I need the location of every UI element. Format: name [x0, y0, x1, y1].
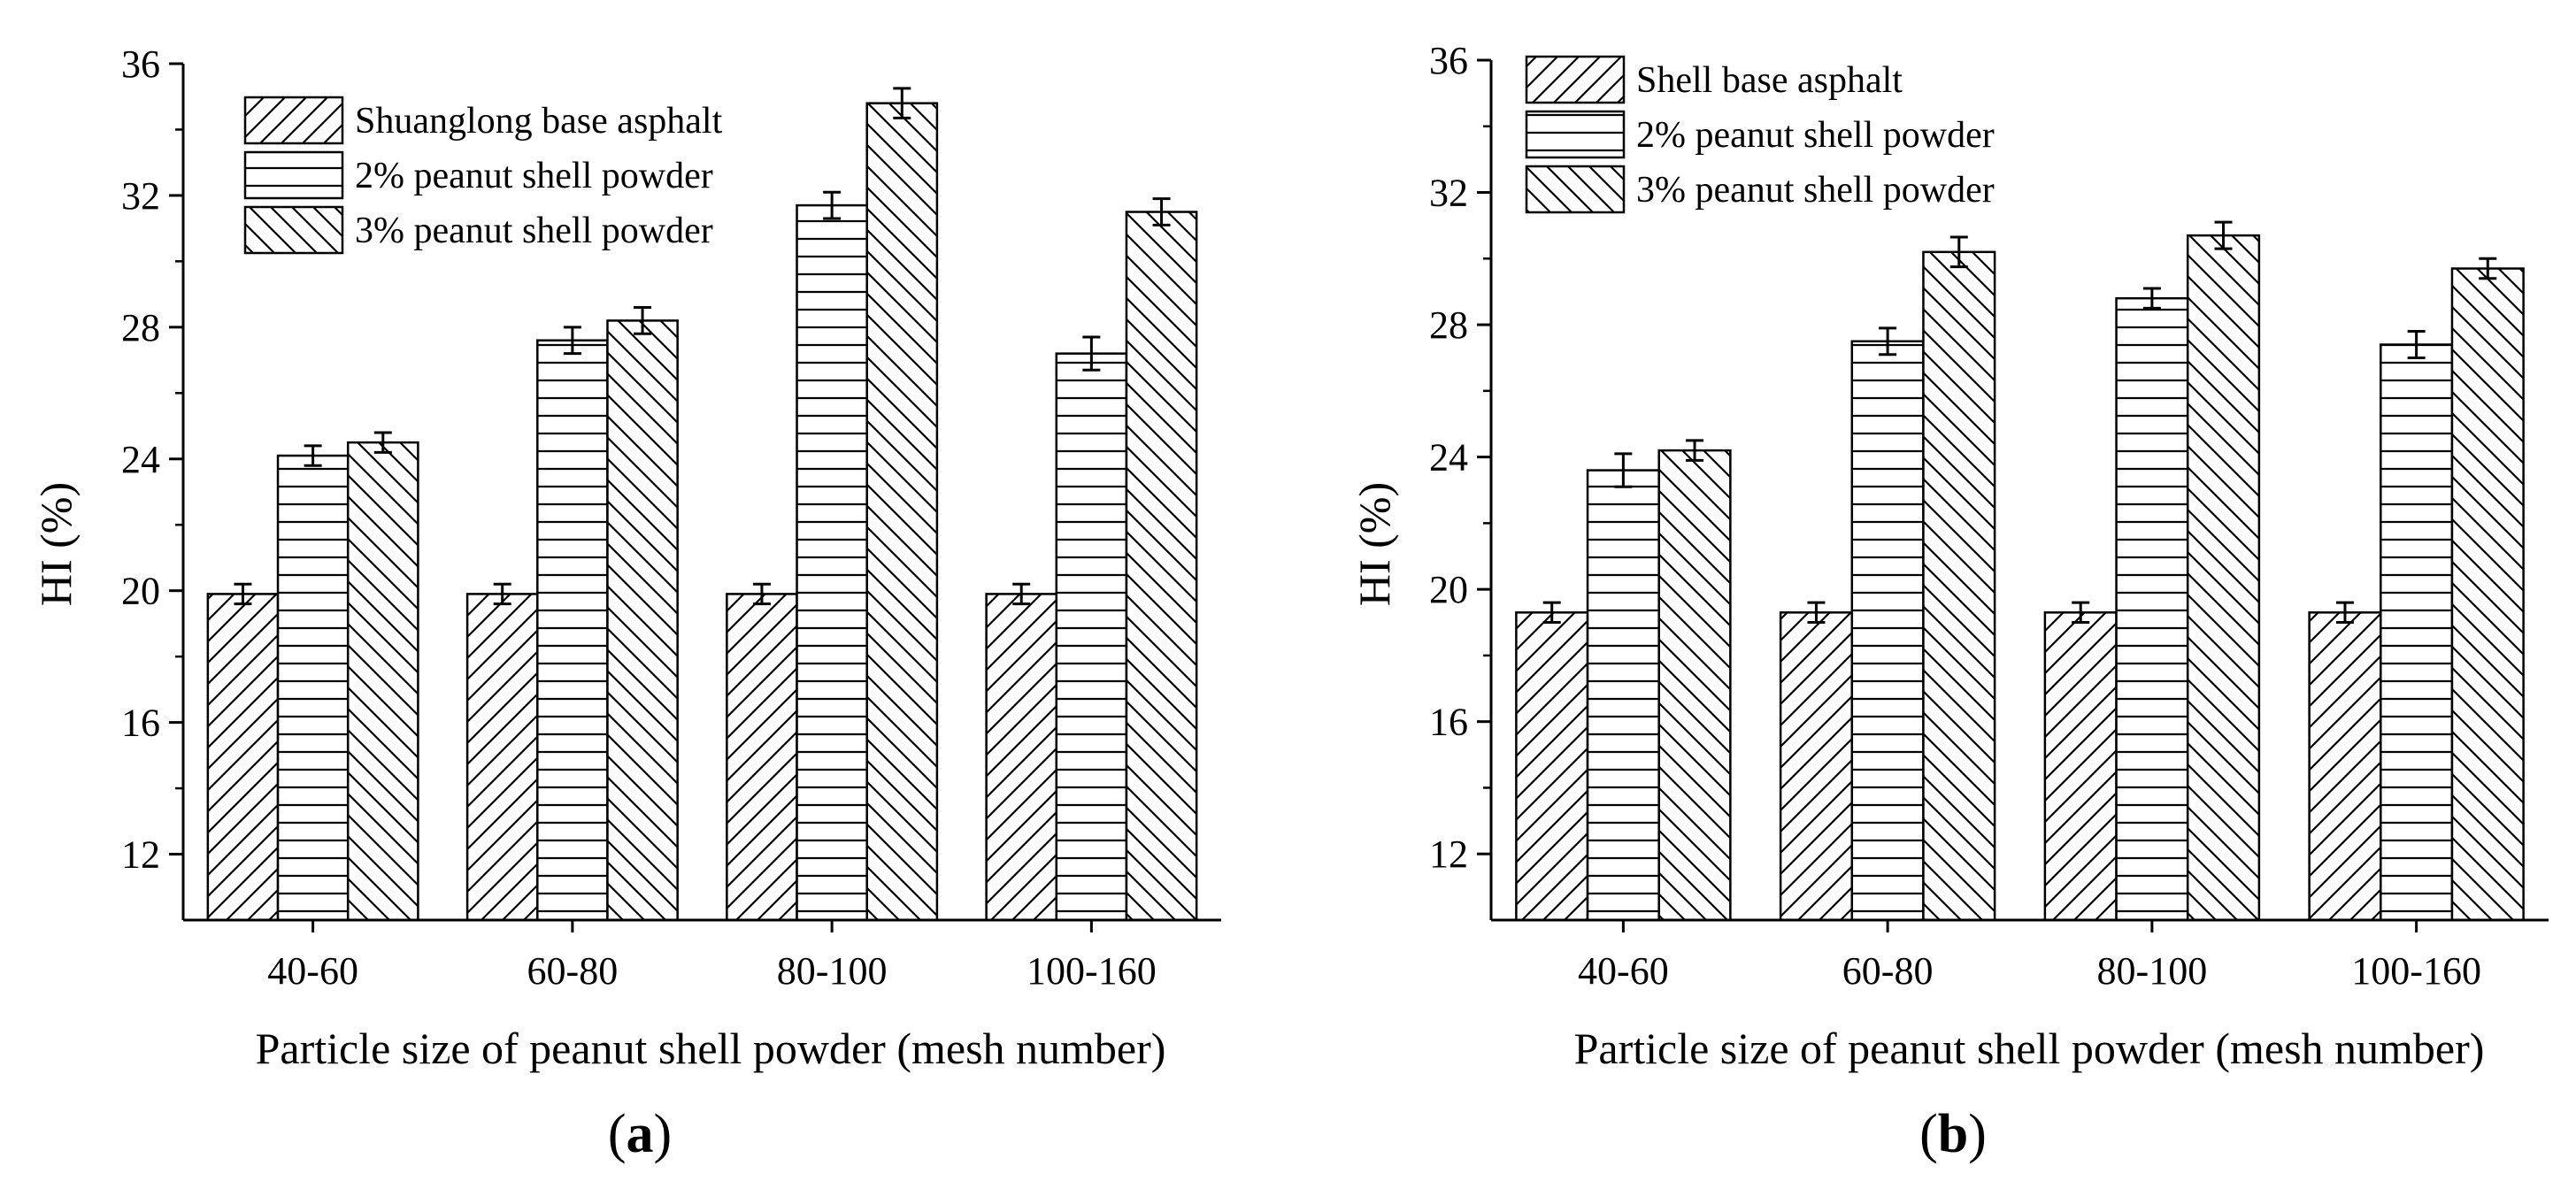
chart-b-bar-s3-80-100: [2186, 234, 2261, 922]
chart-b-y-tick-label-12: 12: [1429, 832, 1468, 876]
chart-b-y-tick-label-28: 28: [1429, 303, 1468, 347]
chart-b-y-axis-title: HI (%): [1350, 482, 1399, 606]
chart-b-bar-s3-40-60: [1657, 449, 1732, 922]
chart-a-bar-s1-60-80: [465, 593, 539, 922]
chart-a-bar-s3-60-80: [606, 319, 679, 922]
panel-a-label-close: ): [654, 1104, 673, 1164]
chart-a-legend-swatch-2: [243, 150, 344, 200]
chart-b-bar-s2-60-80: [1850, 340, 1925, 922]
chart-a-y-tick-label-12: 12: [121, 833, 160, 877]
chart-a-bar-s2-80-100: [796, 203, 868, 922]
panel-b-label-close: ): [1968, 1104, 1987, 1164]
chart-a-y-tick-label-32: 32: [121, 174, 160, 218]
chart-a-y-tick-label-20: 20: [121, 570, 160, 613]
chart-b-bar-s1-40-60: [1515, 611, 1589, 922]
chart-a-y-tick-label-16: 16: [121, 702, 160, 745]
chart-b-legend-swatch-1: [1525, 55, 1626, 104]
chart-a-bar-s1-40-60: [206, 593, 280, 922]
chart-b-y-tick-label-20: 20: [1429, 568, 1468, 611]
chart-b-bar-s2-40-60: [1586, 469, 1660, 922]
chart-a-bar-s1-80-100: [726, 593, 798, 922]
chart-a-x-tick-label-80-100: 80-100: [777, 949, 888, 993]
chart-a-bar-s2-60-80: [536, 339, 609, 922]
chart-b-legend-label-3: 3% peanut shell powder: [1636, 170, 1995, 211]
chart-a-y-tick-label-36: 36: [121, 42, 160, 86]
chart-b-bar-s2-100-160: [2380, 343, 2454, 922]
chart-b-y-tick-label-32: 32: [1429, 172, 1468, 215]
chart-b-x-tick-label-60-80: 60-80: [1842, 949, 1934, 993]
chart-a-legend-label-2: 2% peanut shell powder: [355, 156, 713, 196]
chart-a-bar-s3-40-60: [346, 441, 419, 922]
chart-a-plot: 40-60 60-80 80-100 100-160 12 16 20 24 28 32 36: [121, 42, 1221, 993]
chart-b-x-axis-title: Particle size of peanut shell powder (me…: [1574, 1024, 2485, 1073]
chart-a-x-axis-title: Particle size of peanut shell powder (me…: [256, 1024, 1166, 1073]
chart-a-bar-s3-80-100: [865, 102, 939, 922]
chart-a-bar-s3-100-160: [1125, 211, 1198, 922]
chart-a-x-tick-label-60-80: 60-80: [527, 949, 619, 993]
chart-a-bar-s2-100-160: [1055, 352, 1128, 922]
panel-b-label-letter: b: [1938, 1104, 1968, 1164]
chart-b-x-tick-label-40-60: 40-60: [1578, 949, 1669, 993]
chart-b-bar-s1-80-100: [2043, 611, 2118, 922]
chart-b-bar-s2-80-100: [2115, 296, 2189, 922]
chart-a-legend-label-3: 3% peanut shell powder: [355, 211, 713, 251]
panel-a-label: (a): [608, 1104, 672, 1164]
chart-b-legend: Shell base asphalt 2% peanut shell powder…: [1525, 55, 1995, 214]
chart-a-x-tick-label-40-60: 40-60: [267, 949, 358, 993]
chart-b-bar-s3-100-160: [2450, 267, 2525, 922]
chart-a-legend: Shuanglong base asphalt 2% peanut shell p…: [243, 96, 723, 255]
chart-panel-b: 40-60 60-80 80-100 100-160 12 16 20 24 28 32 36 HI…: [1350, 39, 2549, 1164]
chart-a-y-axis-title: HI (%): [31, 482, 81, 606]
panel-b-label: (b): [1919, 1104, 1987, 1164]
chart-a-y-tick-label-24: 24: [121, 438, 160, 481]
chart-a-x-tick-label-100-160: 100-160: [1027, 949, 1157, 993]
chart-b-legend-label-1: Shell base asphalt: [1636, 60, 1903, 101]
panel-b-label-open: (: [1919, 1104, 1938, 1164]
panel-a-label-open: (: [608, 1104, 627, 1164]
chart-b-legend-swatch-3: [1525, 165, 1626, 214]
chart-b-bar-s1-100-160: [2308, 611, 2382, 922]
chart-b-legend-label-2: 2% peanut shell powder: [1636, 115, 1995, 156]
panel-a-label-letter: a: [627, 1104, 654, 1164]
chart-b-plot: 40-60 60-80 80-100 100-160 12 16 20 24 28 32 36: [1429, 39, 2549, 993]
chart-a-bar-s2-40-60: [276, 454, 350, 922]
chart-a-y-tick-label-28: 28: [121, 306, 160, 349]
chart-b-y-tick-label-36: 36: [1429, 39, 1468, 82]
chart-panel-a: 40-60 60-80 80-100 100-160 12 16 20 24 28 32 36 HI…: [31, 42, 1221, 1164]
chart-b-bar-s1-60-80: [1779, 611, 1854, 922]
chart-b-y-tick-label-16: 16: [1429, 701, 1468, 744]
chart-a-bar-s1-100-160: [985, 593, 1058, 922]
chart-b-x-tick-label-100-160: 100-160: [2351, 949, 2481, 993]
chart-a-legend-swatch-1: [243, 96, 344, 145]
chart-a-legend-swatch-3: [243, 205, 344, 255]
chart-b-bar-s3-60-80: [1922, 250, 1996, 922]
chart-b-x-tick-label-80-100: 80-100: [2097, 949, 2208, 993]
chart-a-legend-label-1: Shuanglong base asphalt: [355, 101, 723, 142]
chart-b-y-tick-label-24: 24: [1429, 436, 1468, 479]
chart-b-legend-swatch-2: [1525, 110, 1626, 159]
